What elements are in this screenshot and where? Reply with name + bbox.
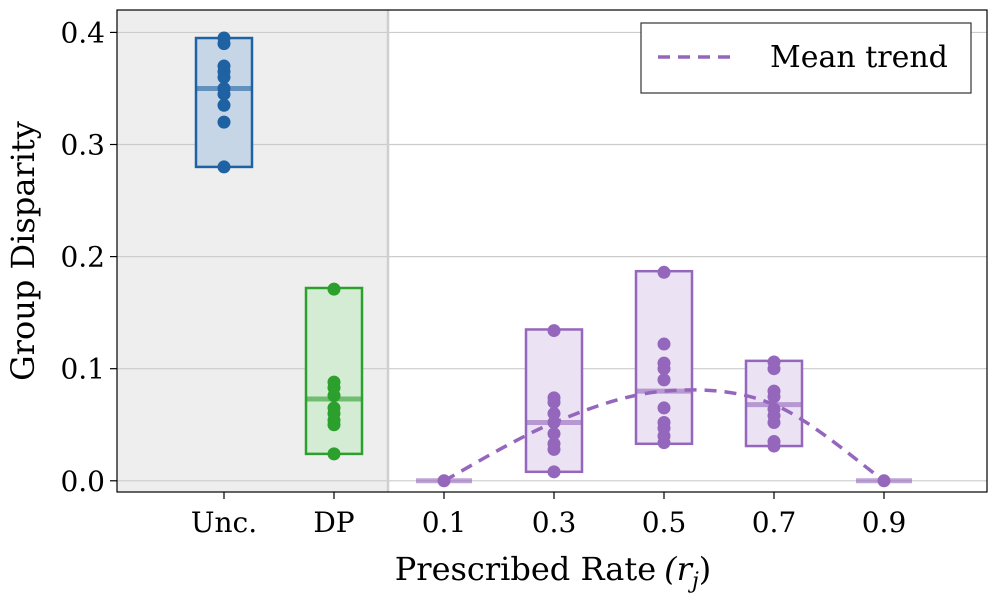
y-axis-title: Group Disparity — [4, 121, 42, 381]
point-Unc. — [217, 98, 231, 112]
point-0.5 — [657, 337, 671, 351]
point-Unc. — [217, 37, 231, 51]
point-0.7 — [767, 362, 781, 376]
point-0.7 — [767, 390, 781, 404]
x-tick-label: 0.9 — [862, 506, 907, 539]
x-tick-label: 0.1 — [422, 506, 467, 539]
point-0.3 — [547, 407, 561, 421]
legend: Mean trend — [640, 22, 972, 94]
y-tick-layer: 0.0 0.1 0.2 0.3 0.4 — [60, 16, 117, 498]
point-0.3 — [547, 442, 561, 456]
point-0.3 — [547, 465, 561, 479]
y-tick-label: 0.0 — [60, 465, 105, 498]
x-tick-layer: Unc. DP 0.1 0.3 0.5 0.7 0.9 — [191, 492, 906, 539]
point-0.3 — [547, 395, 561, 409]
point-layer — [217, 31, 891, 488]
point-DP — [327, 389, 341, 403]
point-0.5 — [657, 362, 671, 376]
y-tick-label: 0.4 — [60, 16, 105, 49]
x-axis-title-math: (r — [664, 550, 693, 588]
x-tick-label: DP — [313, 506, 354, 539]
y-tick-label: 0.3 — [60, 129, 105, 162]
point-DP — [327, 282, 341, 296]
point-Unc. — [217, 87, 231, 101]
y-tick-label: 0.1 — [60, 353, 105, 386]
point-DP — [327, 418, 341, 432]
point-0.3 — [547, 324, 561, 338]
legend-frame — [640, 22, 972, 94]
x-axis-title-close: ) — [699, 550, 711, 588]
point-0.5 — [657, 373, 671, 387]
plot-frame — [116, 9, 988, 493]
point-0.7 — [767, 416, 781, 430]
point-Unc. — [217, 160, 231, 174]
x-tick-label: 0.3 — [532, 506, 577, 539]
point-0.5 — [657, 265, 671, 279]
point-0.7 — [767, 439, 781, 453]
point-0.3 — [547, 427, 561, 441]
point-0.5 — [657, 401, 671, 415]
point-Unc. — [217, 115, 231, 129]
x-tick-label: 0.7 — [752, 506, 797, 539]
x-tick-label: 0.5 — [642, 506, 687, 539]
legend-label-mean-trend: Mean trend — [770, 40, 948, 75]
point-0.5 — [657, 436, 671, 450]
point-0.3 — [547, 416, 561, 430]
box-layer — [194, 36, 912, 484]
point-0.1 — [437, 474, 451, 488]
x-axis-title-text: Prescribed Rate — [395, 550, 656, 588]
point-0.9 — [877, 474, 891, 488]
x-axis-title: Prescribed Rate (rj) — [395, 550, 712, 594]
point-DP — [327, 447, 341, 461]
y-tick-label: 0.2 — [60, 241, 105, 274]
point-Unc. — [217, 70, 231, 84]
x-tick-label: Unc. — [191, 506, 257, 539]
